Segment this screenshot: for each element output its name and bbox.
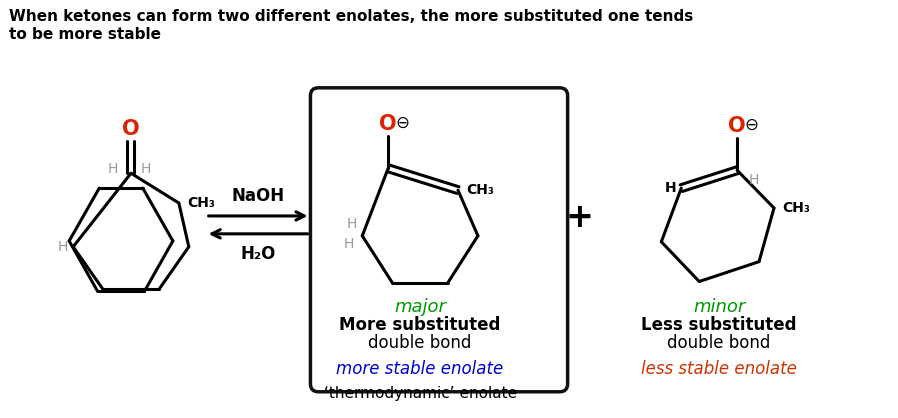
Text: O: O — [122, 120, 140, 140]
Text: H: H — [347, 217, 357, 231]
Text: ⊖: ⊖ — [744, 115, 758, 134]
FancyBboxPatch shape — [311, 88, 568, 392]
Text: double bond: double bond — [667, 334, 770, 352]
Text: minor: minor — [693, 298, 745, 316]
Text: H: H — [749, 173, 760, 187]
Text: H: H — [344, 237, 355, 251]
Text: NaOH: NaOH — [232, 187, 285, 205]
Text: less stable enolate: less stable enolate — [641, 360, 797, 378]
Text: CH₃: CH₃ — [466, 183, 494, 197]
Text: major: major — [394, 298, 446, 316]
Text: H: H — [141, 162, 152, 176]
Text: Less substituted: Less substituted — [641, 316, 797, 334]
Text: CH₃: CH₃ — [187, 196, 215, 210]
Text: +: + — [566, 201, 594, 234]
Text: H: H — [665, 181, 676, 195]
Text: O: O — [379, 115, 397, 135]
Text: double bond: double bond — [368, 334, 471, 352]
Text: more stable enolate: more stable enolate — [337, 360, 504, 378]
Text: H₂O: H₂O — [241, 245, 276, 263]
Text: O: O — [728, 117, 746, 137]
Text: ⊖: ⊖ — [395, 114, 409, 132]
Text: More substituted: More substituted — [339, 316, 501, 334]
Text: H: H — [57, 240, 68, 254]
Text: CH₃: CH₃ — [782, 201, 810, 215]
Text: ‘thermodynamic’ enolate: ‘thermodynamic’ enolate — [323, 386, 516, 401]
Text: H: H — [108, 162, 118, 176]
Text: When ketones can form two different enolates, the more substituted one tends
to : When ketones can form two different enol… — [9, 9, 693, 42]
